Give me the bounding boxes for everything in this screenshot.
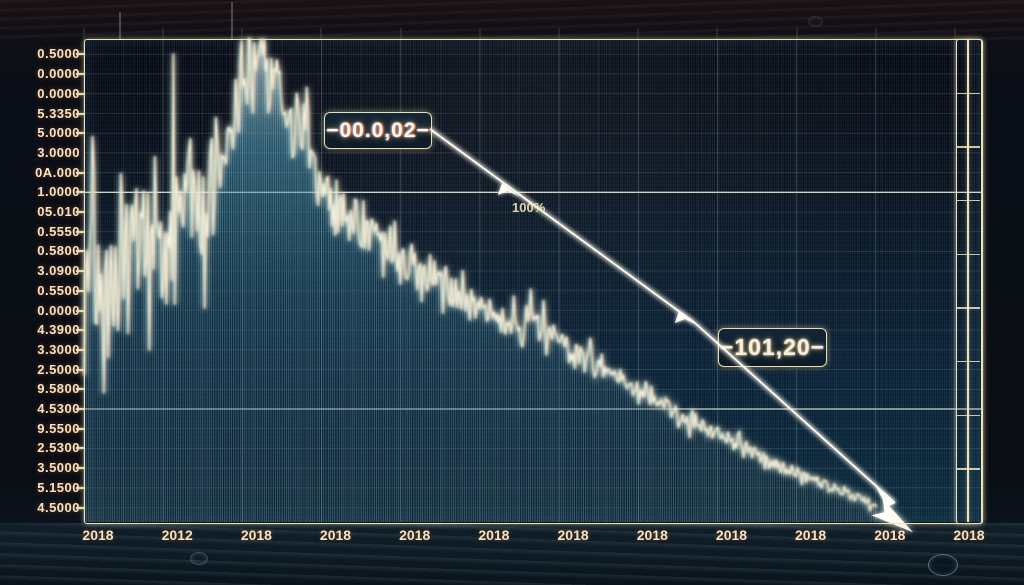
svg-text:100%: 100% — [512, 200, 546, 215]
